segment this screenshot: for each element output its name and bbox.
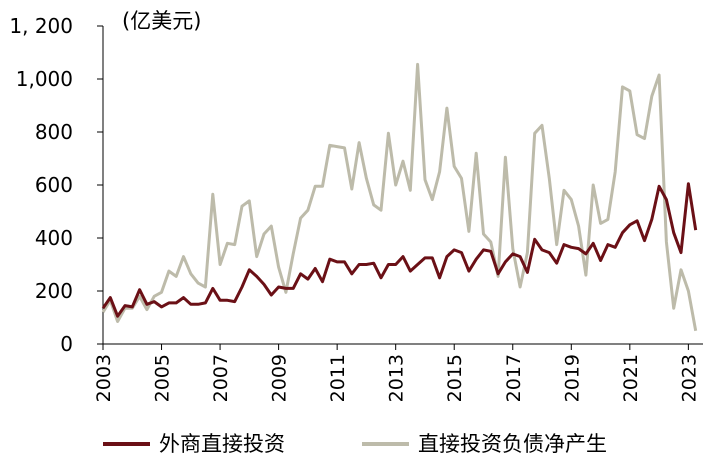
legend-label-1: 外商直接投资 xyxy=(159,432,285,456)
x-tick-label: 2007 xyxy=(210,354,232,402)
y-tick-label: 800 xyxy=(35,120,73,144)
unit-label: (亿美元) xyxy=(122,9,201,33)
y-tick-label: 0 xyxy=(60,332,73,356)
x-tick-label: 2015 xyxy=(444,354,466,402)
x-tick-label: 2005 xyxy=(152,354,174,402)
y-tick-label: 1,000 xyxy=(16,67,73,91)
x-tick-label: 2023 xyxy=(678,354,700,402)
y-tick-label: 600 xyxy=(35,173,73,197)
x-tick-label: 2013 xyxy=(386,354,408,402)
x-tick-label: 2019 xyxy=(561,354,583,402)
x-tick-label: 2003 xyxy=(93,354,115,402)
x-tick-label: 2009 xyxy=(269,354,291,402)
plot-area: 0 200 400 600 800 1,000 1, 200 2003 2005 2007 2009… xyxy=(9,14,703,402)
series-line-1 xyxy=(101,182,698,318)
y-tick-label: 1, 200 xyxy=(9,14,73,38)
y-tick-label: 200 xyxy=(35,279,73,303)
y-tick-label: 400 xyxy=(35,226,73,250)
x-tick-label: 2017 xyxy=(503,354,525,402)
series-line-2 xyxy=(101,62,698,332)
legend: 外商直接投资 直接投资负债净产生 xyxy=(103,432,607,456)
x-tick-label: 2021 xyxy=(620,354,642,402)
legend-label-2: 直接投资负债净产生 xyxy=(418,432,607,456)
x-tick-label: 2011 xyxy=(327,354,349,402)
